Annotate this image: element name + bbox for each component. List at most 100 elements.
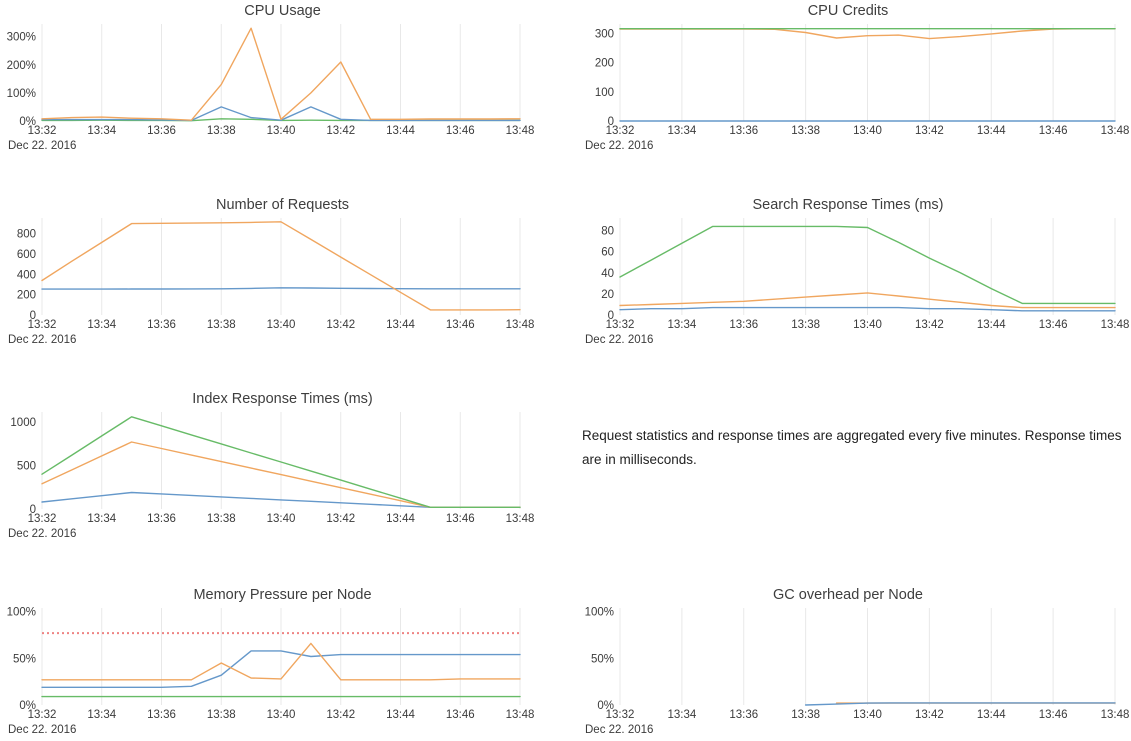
y-tick-label: 0% [19,700,36,712]
y-tick-label: 40 [601,268,614,280]
date-label: Dec 22. 2016 [8,140,76,152]
y-tick-label: 800 [17,229,36,241]
series-line-orange [41,27,521,121]
y-tick-label: 0% [19,116,36,128]
x-tick-label: 13:38 [207,125,236,137]
date-label: Dec 22. 2016 [8,528,76,540]
x-tick-label: 13:42 [326,319,355,331]
x-tick-label: 13:44 [386,319,415,331]
chart-memory-pressure: Memory Pressure per Node 13:32 13:34 13:36… [0,584,565,738]
chart-number-of-requests: Number of Requests 13:32 13:34 13:36 13:38 1… [0,194,565,348]
x-tick-label: 13:48 [506,125,535,137]
series-line-blue [41,650,521,688]
x-tick-label: 13:38 [207,513,236,525]
x-tick-label: 13:46 [1039,125,1068,137]
chart-canvas: 13:32 13:34 13:36 13:38 13:40 13:42 13:44 13:46… [585,218,1130,346]
x-tick-label: 13:40 [853,125,882,137]
x-tick-label: 13:34 [87,709,116,721]
x-tick-label: 13:36 [729,709,758,721]
chart-search-response-times: Search Response Times (ms) 13:32 13:34 13:… [565,194,1131,348]
chart-title: CPU Credits [807,3,889,19]
x-tick-label: 13:48 [506,709,535,721]
x-tick-label: 13:48 [506,513,535,525]
y-tick-label: 0 [608,310,614,322]
x-tick-label: 13:34 [87,319,116,331]
series-line-green [41,416,521,508]
x-tick-label: 13:44 [977,319,1006,331]
x-tick-label: 13:36 [147,125,176,137]
chart-cpu-credits: CPU Credits 13:32 13:34 13:36 13:38 13:40 13:… [565,0,1131,154]
x-tick-label: 13:40 [267,319,296,331]
x-tick-label: 13:48 [1101,125,1130,137]
x-tick-label: 13:34 [87,513,116,525]
x-tick-label: 13:46 [1039,709,1068,721]
chart-gc-overhead: GC overhead per Node 13:32 13:34 13:36 13:3… [565,584,1131,738]
y-tick-label: 600 [17,249,36,261]
series-line-blue [41,287,521,290]
x-tick-label: 13:32 [28,709,57,721]
y-tick-label: 60 [601,247,614,259]
x-tick-label: 13:48 [1101,709,1130,721]
series-line-orange [41,642,521,681]
y-tick-label: 300 [595,28,614,40]
x-tick-label: 13:44 [977,709,1006,721]
y-tick-label: 300% [7,32,36,44]
y-tick-label: 100% [7,88,36,100]
y-tick-label: 100% [7,607,36,619]
chart-canvas: 13:32 13:34 13:36 13:38 13:40 13:42 13:44 13:46… [7,24,535,152]
x-tick-label: 13:40 [267,513,296,525]
x-tick-label: 13:42 [326,709,355,721]
y-tick-label: 50% [591,653,614,665]
x-tick-label: 13:38 [207,709,236,721]
y-tick-label: 200 [595,58,614,70]
x-tick-label: 13:42 [326,125,355,137]
chart-title: CPU Usage [244,3,321,19]
chart-canvas: 13:32 13:34 13:36 13:38 13:40 13:42 13:44 13:46… [8,218,534,346]
x-tick-label: 13:32 [28,319,57,331]
chart-index-response-times: Index Response Times (ms) 13:32 13:34 13:3… [0,388,565,542]
y-tick-label: 200% [7,60,36,72]
y-tick-label: 20 [601,289,614,301]
x-tick-label: 13:46 [446,125,475,137]
y-tick-label: 1000 [10,417,36,429]
y-tick-label: 500 [17,461,36,473]
y-tick-label: 400 [17,269,36,281]
x-tick-label: 13:32 [28,513,57,525]
x-tick-label: 13:42 [915,709,944,721]
chart-canvas: 13:32 13:34 13:36 13:38 13:40 13:42 13:44 13:46… [585,24,1130,152]
chart-title: Index Response Times (ms) [192,391,373,407]
x-tick-label: 13:42 [326,513,355,525]
x-tick-label: 13:34 [667,125,696,137]
x-tick-label: 13:42 [915,319,944,331]
chart-canvas: 13:32 13:34 13:36 13:38 13:40 13:42 13:44 13:46… [7,607,535,736]
x-tick-label: 13:34 [667,319,696,331]
x-tick-label: 13:34 [87,125,116,137]
chart-title: Memory Pressure per Node [193,587,372,603]
x-tick-label: 13:38 [791,319,820,331]
chart-title: GC overhead per Node [773,587,923,603]
x-tick-label: 13:48 [1101,319,1130,331]
x-tick-label: 13:40 [267,125,296,137]
x-tick-label: 13:32 [606,709,635,721]
x-tick-label: 13:46 [1039,319,1068,331]
chart-canvas: 13:32 13:34 13:36 13:38 13:40 13:42 13:44 13:46… [585,607,1130,736]
y-tick-label: 0 [608,116,614,128]
y-tick-label: 0% [597,700,614,712]
x-tick-label: 13:40 [853,319,882,331]
x-tick-label: 13:36 [729,319,758,331]
x-tick-label: 13:32 [606,319,635,331]
x-tick-label: 13:32 [28,125,57,137]
x-tick-label: 13:46 [446,513,475,525]
series-line-green [619,225,1116,305]
x-tick-label: 13:34 [667,709,696,721]
y-tick-label: 80 [601,226,614,238]
chart-title: Number of Requests [216,197,349,213]
x-tick-label: 13:44 [386,513,415,525]
x-tick-label: 13:36 [147,319,176,331]
series-line-blue [804,702,1116,706]
x-tick-label: 13:36 [147,709,176,721]
x-tick-label: 13:36 [147,513,176,525]
date-label: Dec 22. 2016 [585,140,653,152]
series-line-blue [41,106,521,122]
